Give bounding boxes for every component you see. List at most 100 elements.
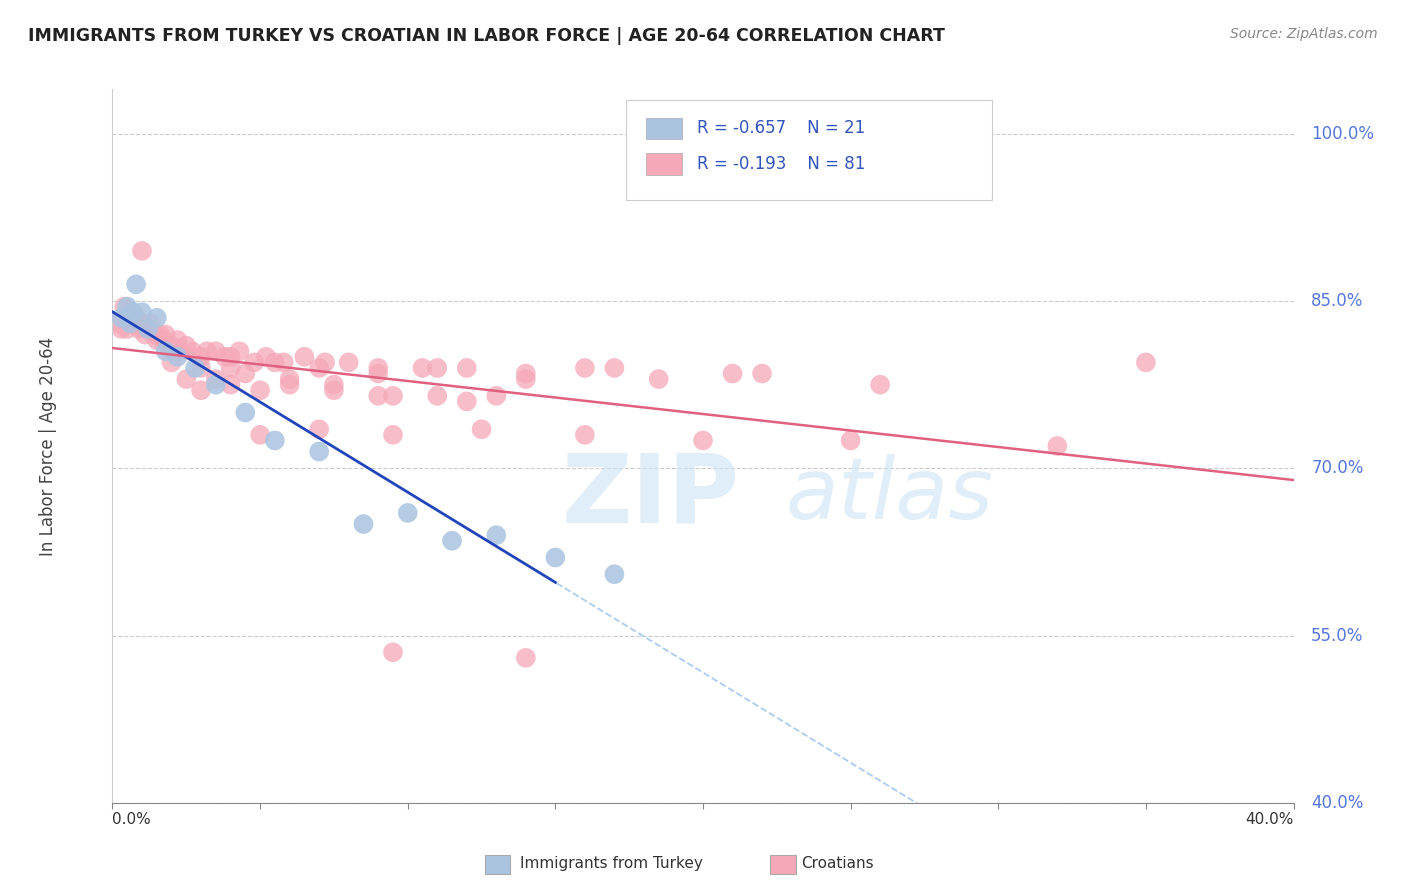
Point [110,322,132,336]
Point [149,327,172,342]
Point [160,339,183,353]
Point [136,322,159,336]
Text: R = -0.657    N = 21: R = -0.657 N = 21 [697,120,865,137]
Point [278,377,301,392]
Text: atlas: atlas [786,454,994,538]
Point [367,389,389,403]
Point [205,344,228,359]
Point [205,377,228,392]
Point [136,322,159,336]
Point [125,310,148,325]
Point [219,350,242,364]
Point [139,316,162,330]
Point [120,305,142,319]
Point [574,361,596,376]
Point [157,339,180,353]
Point [152,333,174,347]
Point [721,367,744,381]
Point [107,316,129,330]
Point [174,372,197,386]
Point [485,389,508,403]
Text: Immigrants from Turkey: Immigrants from Turkey [520,856,703,871]
Point [155,327,177,342]
Point [308,422,330,436]
Point [120,316,142,330]
Text: 40.0%: 40.0% [1312,794,1364,812]
Point [131,305,153,319]
Point [166,333,188,347]
Text: Croatians: Croatians [801,856,875,871]
Point [426,361,449,376]
Point [603,567,626,582]
Point [134,327,156,342]
Point [249,384,271,398]
Point [441,533,464,548]
Point [273,355,295,369]
Point [122,310,145,325]
Point [456,361,478,376]
Point [117,300,138,314]
Point [603,361,626,376]
Point [184,361,207,376]
Point [128,322,150,336]
Point [292,350,315,364]
Point [163,344,186,359]
Point [219,377,242,392]
Point [155,344,177,359]
Point [1135,355,1157,369]
Point [382,645,405,659]
Point [314,355,336,369]
Point [456,394,478,409]
Point [169,344,191,359]
Point [110,310,132,325]
Point [382,389,405,403]
Point [278,372,301,386]
Point [117,322,138,336]
Point [112,300,135,314]
Point [190,384,212,398]
Point [515,372,537,386]
Point [219,361,242,376]
FancyBboxPatch shape [626,100,993,200]
Point [243,355,266,369]
Point [1046,439,1069,453]
Point [195,344,218,359]
Point [515,367,537,381]
Point [205,372,228,386]
Point [122,305,145,319]
Text: 100.0%: 100.0% [1312,125,1374,143]
Point [426,389,449,403]
Text: IMMIGRANTS FROM TURKEY VS CROATIAN IN LABOR FORCE | AGE 20-64 CORRELATION CHART: IMMIGRANTS FROM TURKEY VS CROATIAN IN LA… [28,27,945,45]
Point [544,550,567,565]
Point [228,344,250,359]
Point [337,355,360,369]
Point [323,377,346,392]
Point [233,405,256,420]
Point [146,310,169,325]
Point [382,427,405,442]
Point [485,528,508,542]
Point [264,434,287,448]
Point [125,277,148,292]
Point [249,427,271,442]
Point [190,361,212,376]
Point [647,372,671,386]
Point [146,333,169,347]
Point [142,327,165,342]
Bar [647,118,682,139]
Point [131,316,153,330]
Point [692,434,714,448]
Point [214,350,236,364]
Text: 55.0%: 55.0% [1312,626,1364,645]
Point [367,367,389,381]
Point [352,517,374,532]
Point [470,422,494,436]
Point [396,506,419,520]
Point [869,377,891,392]
Point [254,350,277,364]
Text: ZIP: ZIP [561,450,740,542]
Text: 40.0%: 40.0% [1246,812,1294,827]
Point [160,355,183,369]
Point [323,384,346,398]
Point [751,367,773,381]
